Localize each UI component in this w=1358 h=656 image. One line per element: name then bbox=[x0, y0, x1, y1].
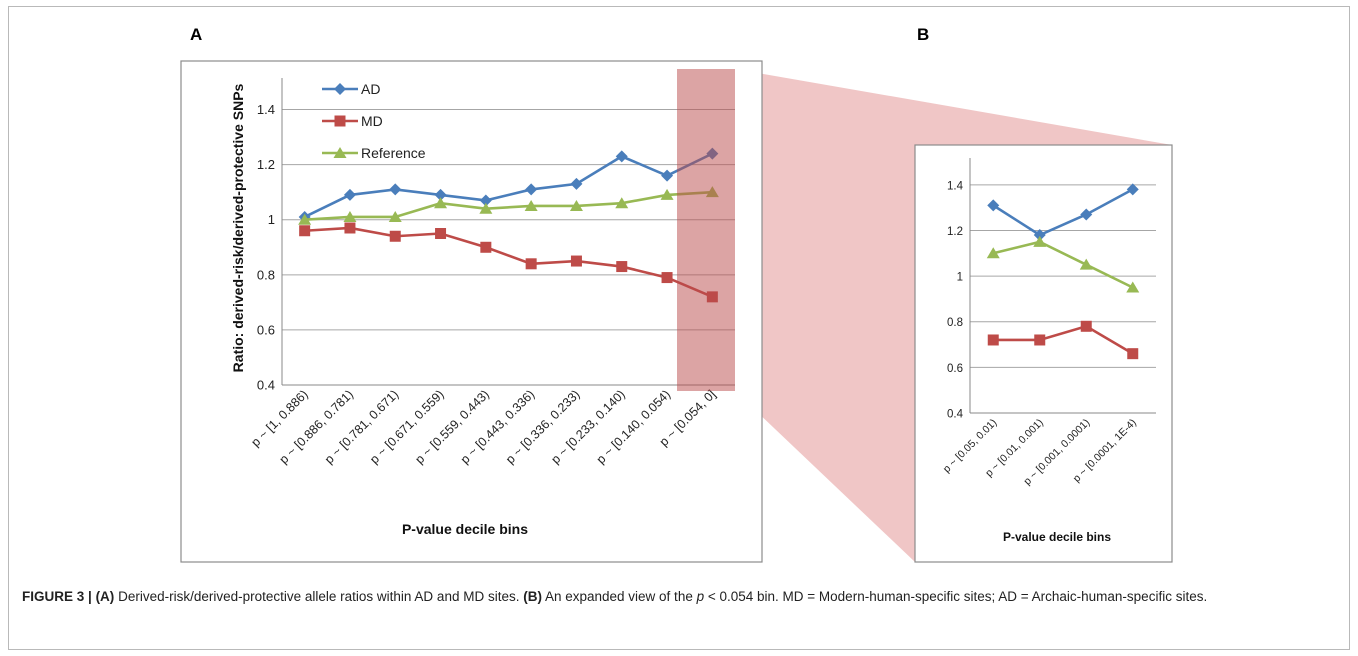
a-series-ad-line bbox=[304, 152, 713, 219]
highlight-band bbox=[677, 69, 735, 391]
a-x-axis-label: P-value decile bins bbox=[402, 521, 528, 537]
b-md-point bbox=[1080, 320, 1092, 332]
caption-b-text-2: < 0.054 bin. MD = Modern-human-specific … bbox=[704, 589, 1208, 604]
a-legend-marker bbox=[334, 115, 346, 127]
a-ytick-label: 1 bbox=[268, 212, 275, 227]
b-ytick-label: 0.4 bbox=[947, 409, 964, 421]
b-ytick-label: 0.6 bbox=[947, 363, 963, 375]
a-reference-point bbox=[434, 197, 448, 209]
caption-b-var: p bbox=[696, 589, 705, 604]
caption-label: FIGURE 3 | bbox=[22, 589, 92, 604]
a-ad-point bbox=[343, 188, 356, 201]
a-reference-point bbox=[660, 188, 674, 200]
b-reference-point bbox=[1079, 258, 1093, 270]
b-reference-point bbox=[986, 247, 1000, 259]
a-legend-label: MD bbox=[361, 113, 383, 129]
b-md-point bbox=[987, 334, 999, 346]
a-legend-marker bbox=[334, 83, 346, 95]
b-ytick-label: 1.2 bbox=[947, 226, 963, 238]
a-ytick-label: 0.4 bbox=[257, 378, 275, 393]
a-ytick-label: 0.8 bbox=[257, 267, 275, 282]
a-reference-point bbox=[524, 199, 538, 211]
a-md-point bbox=[616, 261, 628, 273]
a-legend-marker bbox=[333, 147, 347, 158]
a-ytick-label: 1.4 bbox=[257, 102, 275, 117]
b-series-reference-line bbox=[992, 240, 1134, 289]
a-legend-label: AD bbox=[361, 81, 380, 97]
a-ad-point bbox=[570, 177, 583, 190]
b-series-md-line bbox=[993, 324, 1134, 355]
a-reference-point bbox=[388, 210, 402, 222]
a-series-md-line bbox=[304, 226, 713, 299]
a-reference-point bbox=[615, 197, 629, 209]
a-md-point bbox=[661, 272, 673, 284]
b-ad-point bbox=[987, 199, 1000, 212]
panel-b-letter: B bbox=[917, 25, 929, 44]
b-ad-point bbox=[1080, 208, 1093, 221]
b-ad-point bbox=[1033, 229, 1046, 242]
b-reference-point bbox=[1126, 281, 1140, 293]
a-ad-point bbox=[479, 194, 492, 207]
b-reference-point bbox=[1033, 235, 1047, 247]
a-md-point bbox=[570, 255, 582, 267]
a-ytick-label: 1.2 bbox=[257, 157, 275, 172]
b-ad-point bbox=[1126, 183, 1139, 196]
a-ad-point bbox=[661, 169, 674, 182]
a-y-axis-label: Ratio: derived-risk/derived-protective S… bbox=[230, 83, 246, 372]
b-md-point bbox=[1034, 334, 1046, 346]
caption-b-text-1: An expanded view of the bbox=[541, 589, 697, 604]
a-md-point bbox=[525, 258, 537, 270]
caption-b-tag: (B) bbox=[523, 589, 542, 604]
a-reference-point bbox=[343, 210, 357, 222]
b-md-point bbox=[1127, 348, 1139, 360]
b-ytick-label: 1 bbox=[957, 272, 963, 284]
a-legend-label: Reference bbox=[361, 145, 426, 161]
a-reference-point bbox=[569, 199, 583, 211]
b-x-axis-label: P-value decile bins bbox=[1003, 530, 1111, 544]
a-md-point bbox=[344, 222, 356, 234]
a-ad-point bbox=[434, 188, 447, 201]
b-series-ad-line bbox=[992, 188, 1134, 237]
a-ytick-label: 0.6 bbox=[257, 322, 275, 337]
caption-a-text: Derived-risk/derived-protective allele r… bbox=[114, 589, 524, 604]
a-md-point bbox=[480, 241, 492, 253]
b-ytick-label: 0.8 bbox=[947, 317, 963, 329]
a-md-point bbox=[435, 228, 447, 239]
a-reference-point bbox=[479, 202, 493, 214]
a-md-point bbox=[299, 225, 311, 237]
a-ad-point bbox=[389, 183, 402, 196]
b-ytick-label: 1.4 bbox=[947, 180, 964, 192]
panel-a-box bbox=[180, 60, 763, 563]
figure-caption: FIGURE 3 | (A) Derived-risk/derived-prot… bbox=[22, 586, 1332, 607]
caption-a-tag: (A) bbox=[95, 589, 115, 604]
panel-a-letter: A bbox=[190, 25, 202, 44]
a-reference-point bbox=[298, 213, 312, 225]
a-md-point bbox=[389, 230, 401, 242]
a-series-reference-line bbox=[304, 190, 713, 222]
a-ad-point bbox=[525, 183, 538, 196]
figure-frame bbox=[8, 6, 1350, 650]
a-ad-point bbox=[615, 150, 628, 163]
